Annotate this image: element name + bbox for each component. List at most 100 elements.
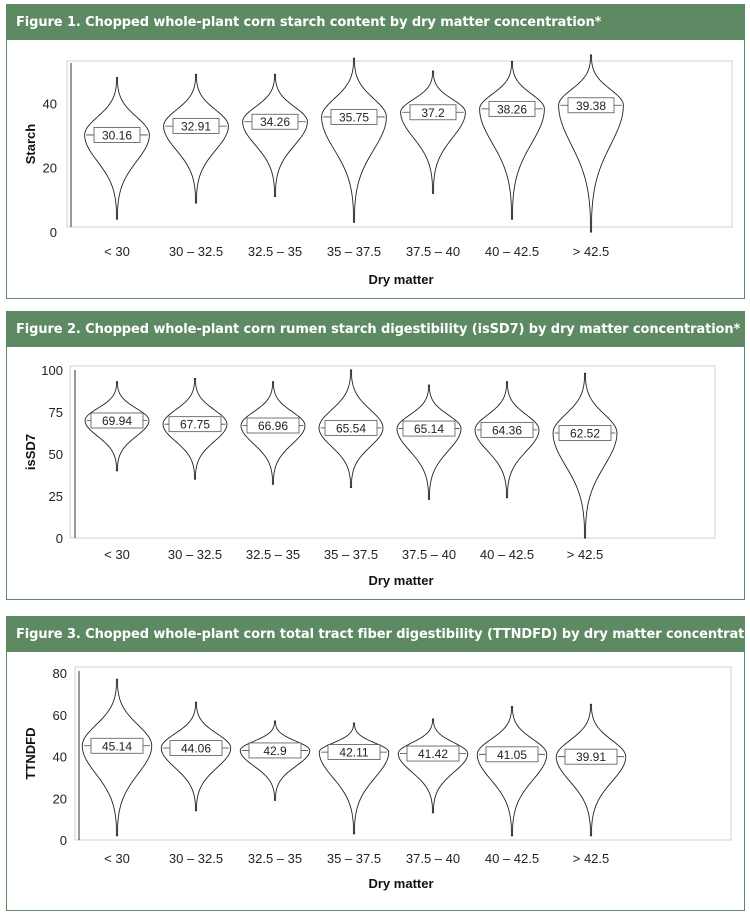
plot-frame bbox=[66, 60, 733, 228]
violin-shape bbox=[558, 54, 624, 233]
x-tick-label: 30 – 32.5 bbox=[168, 547, 222, 562]
x-tick-label: 35 – 37.5 bbox=[327, 851, 381, 866]
x-tick-label: 37.5 – 40 bbox=[406, 851, 460, 866]
violin-group: 41.05 bbox=[476, 705, 548, 837]
median-label-box bbox=[488, 100, 536, 117]
y-tick-label: 0 bbox=[56, 531, 63, 546]
median-label: 42.11 bbox=[339, 746, 368, 760]
x-tick-label: 30 – 32.5 bbox=[169, 851, 223, 866]
violin-group: 37.2 bbox=[400, 70, 466, 194]
median-label-box bbox=[409, 104, 457, 121]
x-tick-label: 37.5 – 40 bbox=[406, 244, 460, 259]
violin-shape bbox=[474, 381, 540, 499]
violin-shape bbox=[400, 70, 466, 194]
x-tick-label: 40 – 42.5 bbox=[485, 244, 539, 259]
y-tick-label: 20 bbox=[53, 791, 67, 806]
plot-frame bbox=[69, 365, 716, 539]
violin-group: 42.11 bbox=[318, 722, 390, 835]
median-label: 34.26 bbox=[260, 115, 290, 129]
median-label-box bbox=[246, 417, 300, 434]
violin-shape bbox=[242, 73, 308, 198]
median-label: 65.54 bbox=[336, 421, 366, 435]
median-label-box bbox=[90, 737, 144, 754]
figure-3-title: Figure 3. Chopped whole-plant corn total… bbox=[7, 617, 750, 652]
figure-2-panel: Figure 2. Chopped whole-plant corn rumen… bbox=[6, 311, 745, 600]
median-label: 45.14 bbox=[102, 739, 132, 753]
median-label: 44.06 bbox=[181, 742, 211, 756]
median-label-box bbox=[558, 425, 612, 441]
violin-group: 39.38 bbox=[558, 54, 624, 233]
x-tick-label: 32.5 – 35 bbox=[246, 547, 300, 562]
y-tick-label: 0 bbox=[50, 225, 57, 240]
x-tick-label: > 42.5 bbox=[573, 851, 610, 866]
violin-group: 39.91 bbox=[555, 703, 627, 837]
median-label-box bbox=[402, 420, 456, 437]
median-label-box bbox=[168, 416, 222, 433]
x-axis-label: Dry matter bbox=[368, 272, 433, 287]
x-tick-label: 40 – 42.5 bbox=[480, 547, 534, 562]
median-label: 64.36 bbox=[492, 423, 522, 437]
median-label: 65.14 bbox=[414, 422, 444, 436]
median-label: 66.96 bbox=[258, 419, 288, 433]
median-label: 62.52 bbox=[570, 426, 600, 440]
x-tick-label: 35 – 37.5 bbox=[327, 244, 381, 259]
y-axis-label: isSD7 bbox=[23, 434, 38, 470]
y-tick-label: 40 bbox=[43, 96, 57, 111]
violin-shape bbox=[555, 703, 627, 837]
x-tick-label: 35 – 37.5 bbox=[324, 547, 378, 562]
violin-group: 65.14 bbox=[396, 384, 462, 500]
median-label-box bbox=[169, 740, 223, 756]
median-label: 32.91 bbox=[181, 120, 211, 134]
figure-1-chart: 0 20 40 Starch Dry matter 30.16 < 30 32.91 30 – … bbox=[23, 54, 733, 287]
x-tick-label: 32.5 – 35 bbox=[248, 244, 302, 259]
median-label-box bbox=[327, 744, 381, 760]
figure-2-title: Figure 2. Chopped whole-plant corn rumen… bbox=[7, 312, 744, 347]
median-label: 37.2 bbox=[421, 106, 445, 120]
median-label: 39.38 bbox=[576, 99, 606, 113]
x-axis-label: Dry matter bbox=[368, 876, 433, 891]
x-tick-label: < 30 bbox=[104, 244, 130, 259]
y-tick-label: 0 bbox=[60, 833, 67, 848]
y-axis-label: Starch bbox=[23, 124, 38, 165]
median-label-box bbox=[330, 109, 378, 125]
median-label: 67.75 bbox=[180, 418, 210, 432]
violin-shape bbox=[84, 77, 150, 220]
violin-group: 30.16 bbox=[84, 77, 150, 220]
violin-shape bbox=[81, 678, 153, 837]
violin-group: 34.26 bbox=[242, 73, 308, 198]
median-label-box bbox=[564, 748, 618, 765]
figure-3-panel: Figure 3. Chopped whole-plant corn total… bbox=[6, 616, 750, 911]
violin-shape bbox=[239, 720, 311, 801]
violin-group: 67.75 bbox=[162, 377, 228, 480]
violin-group: 45.14 bbox=[81, 678, 153, 837]
x-axis-label: Dry matter bbox=[368, 573, 433, 588]
median-label-box bbox=[251, 113, 299, 130]
violin-shape bbox=[552, 372, 618, 539]
violin-group: 65.54 bbox=[318, 369, 384, 489]
figure-2-chart: 0 25 50 75 100 isSD7 Dry matter 69.94 < 30 67.75 3… bbox=[23, 363, 716, 588]
x-tick-label: 30 – 32.5 bbox=[169, 244, 223, 259]
violin-group: 32.91 bbox=[163, 73, 229, 204]
median-label-box bbox=[172, 118, 220, 134]
violin-shape bbox=[163, 73, 229, 204]
median-label: 38.26 bbox=[497, 102, 527, 116]
median-label-box bbox=[567, 97, 615, 114]
violin-group: 35.75 bbox=[321, 57, 387, 223]
median-label: 41.42 bbox=[418, 747, 448, 761]
median-label-box bbox=[480, 421, 534, 438]
violin-group: 62.52 bbox=[552, 372, 618, 539]
plot-frame bbox=[74, 666, 732, 841]
violin-shape bbox=[321, 57, 387, 223]
violin-group: 42.9 bbox=[239, 720, 311, 801]
violin-group: 66.96 bbox=[240, 381, 306, 485]
violin-shape bbox=[479, 60, 545, 220]
violin-group: 41.42 bbox=[397, 718, 469, 814]
median-label: 41.05 bbox=[497, 748, 527, 762]
y-tick-label: 40 bbox=[53, 750, 67, 765]
median-label: 30.16 bbox=[102, 128, 132, 142]
x-tick-label: 40 – 42.5 bbox=[485, 851, 539, 866]
median-label: 42.9 bbox=[263, 744, 287, 758]
violin-shape bbox=[318, 722, 390, 835]
violin-group: 44.06 bbox=[160, 701, 232, 812]
x-tick-label: > 42.5 bbox=[567, 547, 604, 562]
